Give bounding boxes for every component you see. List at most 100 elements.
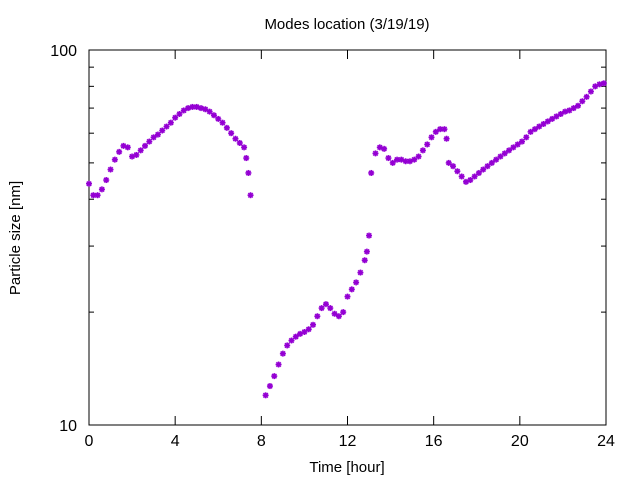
data-point (566, 107, 573, 114)
data-points (86, 80, 607, 399)
axis-ticks (88, 49, 607, 426)
data-point (411, 156, 418, 163)
data-point (210, 112, 217, 119)
x-tick-label: 16 (425, 433, 443, 450)
data-point (206, 108, 213, 115)
data-point (450, 163, 457, 170)
data-point (236, 139, 243, 146)
data-point (167, 119, 174, 126)
data-point (348, 286, 355, 293)
data-point (98, 186, 105, 193)
data-point (536, 123, 543, 130)
data-point (150, 134, 157, 141)
data-point (467, 177, 474, 184)
y-tick-label: 100 (50, 43, 77, 60)
data-point (301, 329, 308, 336)
data-point (223, 124, 230, 131)
data-point (322, 301, 329, 308)
data-point (353, 279, 360, 286)
x-tick-label: 0 (85, 433, 94, 450)
data-point (262, 392, 269, 399)
data-point (247, 192, 254, 199)
data-point (243, 155, 250, 162)
data-point (318, 305, 325, 312)
data-point (428, 134, 435, 141)
data-point (107, 166, 114, 173)
data-point (579, 98, 586, 105)
data-point (142, 142, 149, 149)
data-point (154, 131, 161, 138)
data-point (327, 305, 334, 312)
data-point (305, 326, 312, 333)
data-point (506, 147, 513, 154)
data-point (432, 128, 439, 135)
data-point (103, 177, 110, 184)
data-point (116, 148, 123, 155)
data-point (471, 173, 478, 180)
data-point (366, 232, 373, 239)
data-point (314, 313, 321, 320)
data-point (94, 192, 101, 199)
data-point (111, 156, 118, 163)
data-point (275, 361, 282, 368)
data-point (501, 150, 508, 157)
data-point (587, 88, 594, 95)
data-point (86, 180, 92, 187)
data-point (443, 135, 450, 142)
data-point (540, 120, 547, 127)
data-point (531, 126, 538, 133)
data-point (480, 166, 487, 173)
data-point (570, 105, 577, 112)
data-point (424, 141, 431, 148)
data-point (402, 158, 409, 165)
data-point (445, 159, 452, 166)
data-point (176, 111, 183, 118)
data-point (527, 128, 534, 135)
data-point (441, 126, 448, 133)
data-point (557, 111, 564, 118)
data-point (484, 163, 491, 170)
data-point (385, 155, 392, 162)
data-point (288, 337, 295, 344)
data-point (514, 141, 521, 148)
data-point (357, 269, 364, 276)
data-point (163, 123, 170, 130)
data-point (488, 159, 495, 166)
data-point (292, 333, 299, 340)
x-tick-label: 8 (257, 433, 266, 450)
data-point (518, 138, 525, 145)
data-point (137, 147, 144, 154)
data-point (245, 169, 252, 176)
data-point (310, 321, 317, 328)
data-point (124, 144, 131, 151)
data-point (544, 118, 551, 125)
data-point (279, 350, 286, 357)
data-point (159, 127, 166, 134)
data-point (419, 147, 426, 154)
data-point (202, 106, 209, 113)
data-point (575, 102, 581, 109)
data-point (361, 257, 368, 264)
data-point (241, 144, 248, 151)
data-point (284, 342, 291, 349)
data-point (389, 159, 396, 166)
data-point (146, 138, 153, 145)
data-point (553, 113, 560, 120)
data-point (335, 313, 342, 320)
data-point (454, 168, 461, 175)
x-tick-label: 12 (339, 433, 357, 450)
data-point (228, 130, 235, 137)
data-point (510, 144, 517, 151)
data-point (523, 134, 530, 141)
data-point (344, 293, 351, 300)
data-point (475, 169, 482, 176)
data-point (215, 115, 222, 122)
data-point (583, 93, 590, 100)
data-point (331, 310, 338, 317)
data-point (172, 114, 179, 121)
data-point (372, 150, 379, 157)
data-point (271, 373, 278, 380)
data-point (219, 119, 226, 126)
data-point (363, 248, 370, 255)
x-axis-title: Time [hour] (309, 459, 384, 476)
